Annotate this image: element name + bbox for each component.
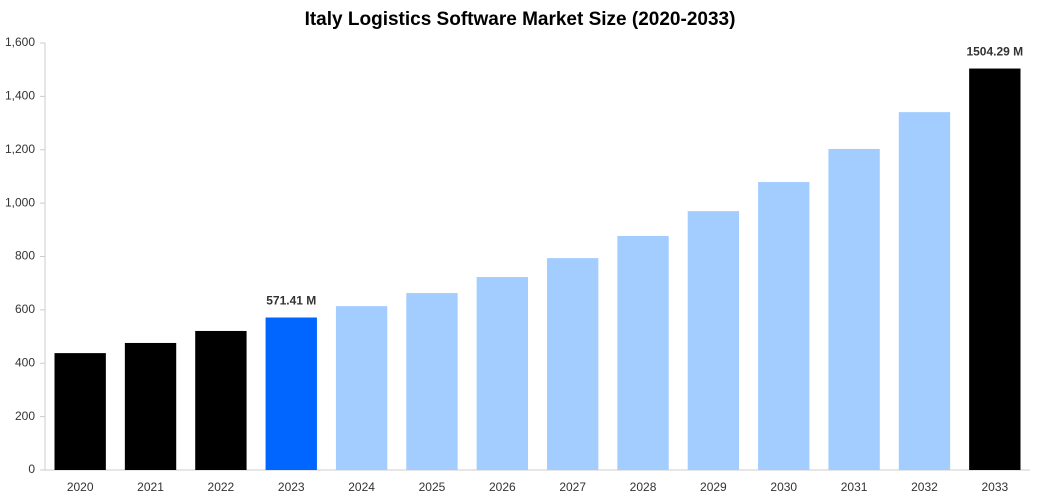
x-tick-label: 2032 bbox=[911, 480, 938, 494]
chart-title: Italy Logistics Software Market Size (20… bbox=[305, 9, 736, 30]
bar bbox=[687, 211, 740, 470]
y-tick-label: 1,400 bbox=[5, 89, 35, 103]
y-tick-label: 400 bbox=[15, 355, 35, 369]
x-tick-label: 2027 bbox=[559, 480, 586, 494]
bar bbox=[335, 306, 388, 470]
x-tick-label: 2030 bbox=[770, 480, 797, 494]
y-tick-label: 200 bbox=[15, 409, 35, 423]
value-label: 571.41 M bbox=[266, 294, 316, 308]
bar bbox=[898, 112, 951, 470]
x-tick-label: 2021 bbox=[137, 480, 164, 494]
y-tick-label: 0 bbox=[28, 462, 35, 476]
bar bbox=[476, 277, 529, 470]
bar bbox=[828, 148, 880, 470]
x-tick-label: 2031 bbox=[841, 480, 868, 494]
y-tick-label: 600 bbox=[15, 302, 35, 316]
bar bbox=[758, 182, 810, 470]
y-tick-label: 1,600 bbox=[5, 35, 35, 49]
x-tick-label: 2029 bbox=[700, 480, 727, 494]
x-tick-label: 2020 bbox=[67, 480, 94, 494]
x-tick-label: 2028 bbox=[630, 480, 657, 494]
value-label: 1504.29 M bbox=[966, 45, 1023, 59]
bar bbox=[195, 330, 247, 470]
bar bbox=[969, 68, 1021, 470]
bar bbox=[406, 293, 458, 470]
y-tick-label: 1,000 bbox=[5, 195, 35, 209]
x-tick-label: 2023 bbox=[278, 480, 305, 494]
x-tick-label: 2026 bbox=[489, 480, 516, 494]
bar bbox=[54, 353, 106, 470]
bar bbox=[546, 258, 599, 470]
bar bbox=[124, 342, 177, 470]
x-tick-label: 2024 bbox=[348, 480, 375, 494]
y-tick-label: 800 bbox=[15, 249, 35, 263]
y-tick-label: 1,200 bbox=[5, 142, 35, 156]
x-tick-label: 2025 bbox=[419, 480, 446, 494]
bar bbox=[617, 235, 669, 470]
x-tick-label: 2022 bbox=[208, 480, 235, 494]
bar bbox=[265, 317, 317, 470]
x-tick-label: 2033 bbox=[981, 480, 1008, 494]
